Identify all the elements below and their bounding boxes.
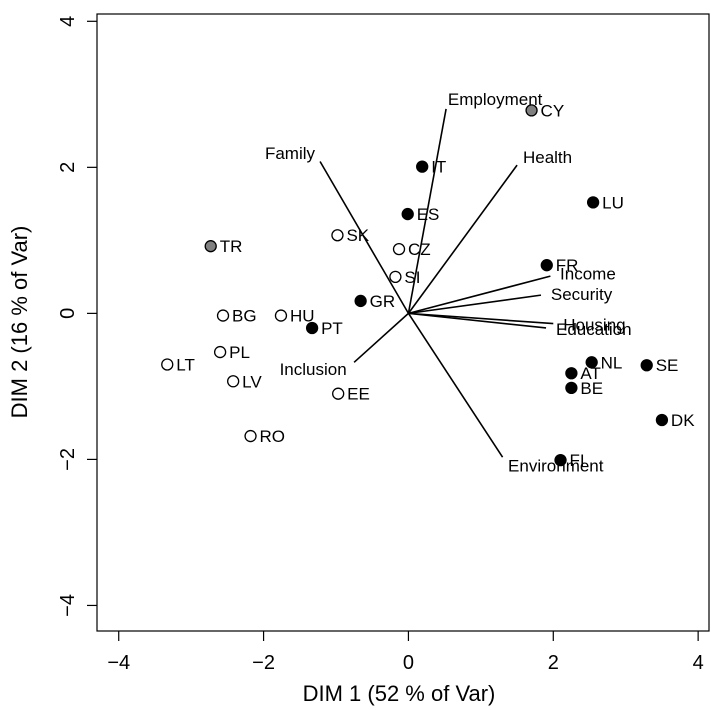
country-point: [640, 359, 653, 372]
loading-line: [319, 161, 410, 314]
x-axis-title: DIM 1 (52 % of Var): [303, 681, 496, 706]
loading-line: [407, 312, 504, 458]
country-point: [216, 309, 230, 322]
country-label: RO: [260, 427, 286, 446]
loading-line: [407, 164, 518, 314]
country-label: LU: [602, 193, 624, 212]
country-label: FR: [556, 256, 579, 275]
country-point: [354, 294, 367, 308]
country-point: [213, 345, 227, 359]
loading-label: Education: [556, 320, 632, 339]
country-label: AT: [580, 364, 600, 383]
loading-line: [353, 312, 409, 363]
country-point: [554, 453, 567, 467]
loading-label: Income: [560, 265, 616, 284]
country-label: PL: [229, 343, 250, 362]
country-label: NL: [601, 353, 623, 372]
country-point: [161, 358, 174, 371]
axes: −4 −2 0 2 4 −4 −2 0 2 4: [57, 16, 704, 674]
country-point: [540, 259, 553, 272]
loading-line: [408, 312, 547, 329]
y-tick-label: 0: [57, 308, 79, 319]
country-point: [565, 367, 578, 380]
country-point: [525, 104, 538, 117]
loading-label: Employment: [448, 90, 543, 109]
y-tick-label: −4: [57, 594, 79, 617]
country-point: [227, 375, 240, 388]
country-point: [585, 356, 598, 369]
country-point: [274, 309, 288, 322]
country-label: ES: [417, 205, 440, 224]
country-label: LT: [176, 355, 195, 374]
country-label: SE: [656, 356, 679, 375]
country-label: CY: [541, 101, 565, 120]
x-tick-label: 2: [548, 652, 559, 674]
loading-label: Health: [523, 148, 572, 167]
loading-label: Family: [265, 144, 316, 163]
country-point: [389, 270, 402, 284]
country-label: IT: [431, 158, 446, 177]
x-tick-label: 0: [403, 652, 414, 674]
country-point: [655, 413, 669, 427]
country-label: HU: [290, 307, 315, 326]
country-point: [416, 160, 429, 173]
country-point: [392, 242, 406, 256]
country-label: BG: [232, 307, 257, 326]
country-point: [565, 381, 578, 395]
plot-frame: [96, 13, 710, 632]
country-label: DK: [671, 411, 695, 430]
country-point: [332, 387, 345, 400]
country-label: EE: [347, 385, 370, 404]
country-point: [244, 429, 257, 443]
y-tick-label: −2: [57, 448, 79, 471]
country-label: BE: [580, 379, 603, 398]
country-point: [204, 240, 217, 253]
loading-label: Housing: [563, 315, 625, 334]
y-tick-label: 4: [57, 16, 79, 27]
loading-line: [408, 312, 554, 325]
country-point: [305, 321, 319, 335]
country-point: [401, 207, 414, 221]
y-tick-label: 2: [57, 162, 79, 173]
x-tick-label: 4: [693, 652, 704, 674]
loading-label: Inclusion: [280, 360, 347, 379]
country-label: LV: [242, 372, 262, 391]
loading-line: [408, 294, 542, 315]
country-label: TR: [220, 237, 243, 256]
country-label: PT: [321, 319, 343, 338]
loading-line: [408, 275, 551, 315]
country-label: SK: [346, 226, 369, 245]
x-tick-label: −2: [252, 652, 275, 674]
loading-line: [407, 108, 447, 314]
loading-label: Security: [551, 285, 613, 304]
country-point: [586, 196, 600, 209]
loading-label: Environment: [508, 457, 604, 476]
x-tick-label: −4: [107, 652, 130, 674]
country-label: SI: [404, 268, 420, 287]
country-point: [331, 229, 344, 242]
y-axis-title: DIM 2 (16 % of Var): [7, 226, 32, 419]
country-label: FI: [570, 451, 585, 470]
country-label: CZ: [408, 240, 431, 259]
country-label: GR: [370, 292, 396, 311]
